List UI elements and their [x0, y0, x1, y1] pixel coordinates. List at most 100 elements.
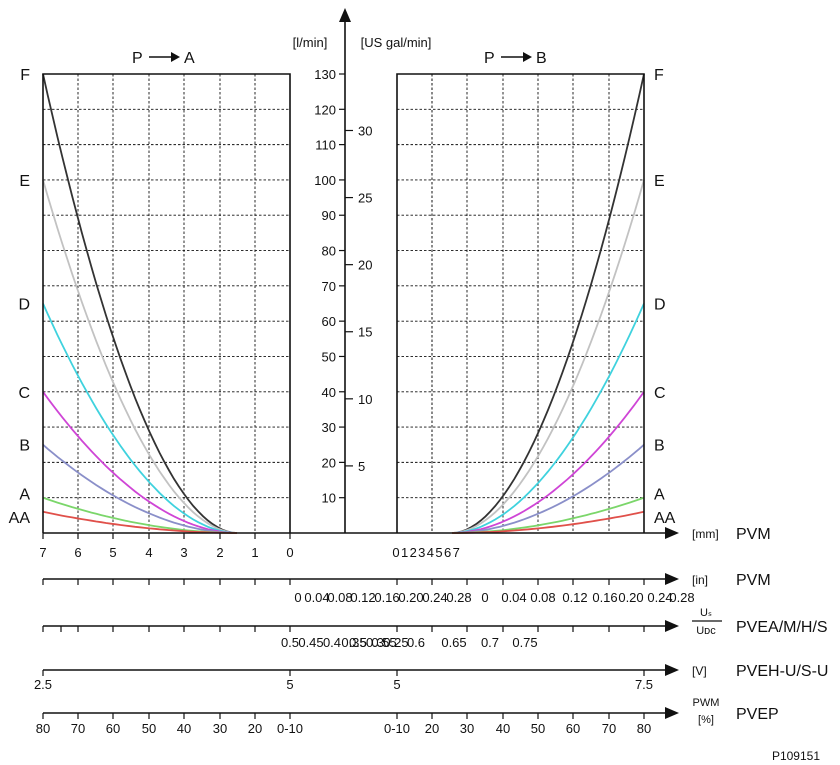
spool-label-right: D: [654, 297, 666, 314]
mm-scale-unit: [mm]: [692, 527, 719, 541]
us-tick-label: 5: [358, 459, 365, 474]
in-tick-label: 0.12: [350, 590, 375, 605]
us-tick-label: 0.3: [366, 635, 384, 650]
pwm-tick-label: 20: [248, 721, 262, 736]
pwm-tick-label: 80: [637, 721, 651, 736]
chart-grid: [43, 74, 644, 533]
v-scale-unit: [V]: [692, 664, 707, 678]
spool-label-right: F: [654, 67, 664, 84]
left-title-to: A: [184, 50, 195, 67]
pwm-tick-label: 20: [425, 721, 439, 736]
mm-axis-arrow: [665, 527, 679, 539]
pwm-tick-label: 40: [496, 721, 510, 736]
mm-tick-label: 3: [180, 545, 187, 560]
mm-tick-label: 6: [74, 545, 81, 560]
pwm-tick-label: 50: [531, 721, 545, 736]
pwm-tick-label: 30: [460, 721, 474, 736]
y-tick-label: 90: [322, 208, 336, 223]
y-tick-label: 30: [322, 420, 336, 435]
v-tick-label: 2.5: [34, 677, 52, 692]
in-tick-label: 0.04: [501, 590, 526, 605]
y-tick-label: 80: [322, 244, 336, 259]
us-tick-label: 0.5: [281, 635, 299, 650]
mm-tick-label: 7: [453, 545, 460, 560]
left-title-from: P: [132, 50, 143, 67]
spool-label-right: AA: [654, 510, 676, 527]
us-tick-label: 0.35: [341, 635, 366, 650]
pwm-tick-label: 50: [142, 721, 156, 736]
spool-label-left: A: [19, 487, 30, 504]
curve-right-d: [451, 303, 645, 534]
us-tick-label: 0.25: [383, 635, 408, 650]
mm-tick-label: 2: [410, 545, 417, 560]
pwm-tick-label: 0-10: [277, 721, 303, 736]
in-tick-label: 0.16: [374, 590, 399, 605]
us-tick-label: 0.4: [323, 635, 341, 650]
figure-id: P109151: [772, 749, 820, 763]
in-tick-label: 0.20: [618, 590, 643, 605]
in-tick-label: 0.08: [327, 590, 352, 605]
in-tick-label: 0.04: [304, 590, 329, 605]
pwm-tick-label: 40: [177, 721, 191, 736]
in-tick-label: 0.20: [398, 590, 423, 605]
curve-left-b: [42, 444, 238, 534]
pwm-tick-label: 80: [36, 721, 50, 736]
left-panel-frame: [42, 73, 291, 533]
pwm-tick-label: 70: [602, 721, 616, 736]
spool-label-right: C: [654, 385, 666, 402]
pwm-tick-label: 0-10: [384, 721, 410, 736]
y-tick-label: 70: [322, 279, 336, 294]
us-tick-label: 15: [358, 325, 372, 340]
spool-label-left: AA: [9, 510, 31, 527]
spool-label-right: B: [654, 438, 665, 455]
y-tick-label: 120: [314, 102, 336, 117]
mm-tick-label: 5: [435, 545, 442, 560]
mm-tick-label: 0: [392, 545, 399, 560]
pwm-unit-bottom: [%]: [698, 714, 714, 726]
pwm-tick-label: 70: [71, 721, 85, 736]
us-axis-arrow: [665, 620, 679, 632]
mm-tick-label: 1: [401, 545, 408, 560]
chart-curves: [42, 73, 645, 534]
us-unit-den: Uᴅᴄ: [696, 625, 716, 637]
us-tick-label: 0.65: [441, 635, 466, 650]
right-panel-frame: [396, 73, 645, 533]
mm-tick-label: 3: [418, 545, 425, 560]
mm-tick-label: 7: [39, 545, 46, 560]
v-scale-name: PVEH-U/S-U: [736, 663, 828, 680]
in-tick-label: 0.28: [446, 590, 471, 605]
y-tick-label: 60: [322, 314, 336, 329]
right-title-to: B: [536, 50, 547, 67]
v-tick-label: 5: [286, 677, 293, 692]
y-tick-label: 50: [322, 349, 336, 364]
v-tick-label: 7.5: [635, 677, 653, 692]
in-tick-label: 0.24: [647, 590, 672, 605]
pwm-scale-name: PVEP: [736, 706, 779, 723]
spool-label-left: B: [19, 438, 30, 455]
spool-label-left: E: [19, 173, 30, 190]
mm-tick-label: 4: [427, 545, 434, 560]
in-tick-label: 0.08: [530, 590, 555, 605]
y-tick-label: 20: [322, 455, 336, 470]
spool-label-left: D: [18, 297, 30, 314]
v-axis-arrow: [665, 664, 679, 676]
us-unit-num: Uₛ: [700, 607, 712, 619]
mm-tick-label: 6: [444, 545, 451, 560]
curve-left-d: [42, 303, 238, 534]
v-tick-label: 5: [393, 677, 400, 692]
y-tick-label: 40: [322, 385, 336, 400]
y-tick-label: 100: [314, 173, 336, 188]
in-tick-label: 0: [481, 590, 488, 605]
spool-label-left: F: [20, 67, 30, 84]
mm-tick-label: 5: [109, 545, 116, 560]
in-tick-label: 0.28: [669, 590, 694, 605]
us-tick-label: 0.7: [481, 635, 499, 650]
us-tick-label: 0.75: [512, 635, 537, 650]
pwm-tick-label: 30: [213, 721, 227, 736]
curve-left-f: [42, 73, 238, 534]
mm-tick-label: 4: [145, 545, 152, 560]
in-scale-name: PVM: [736, 572, 771, 589]
spool-label-right: A: [654, 487, 665, 504]
in-tick-label: 0.16: [592, 590, 617, 605]
